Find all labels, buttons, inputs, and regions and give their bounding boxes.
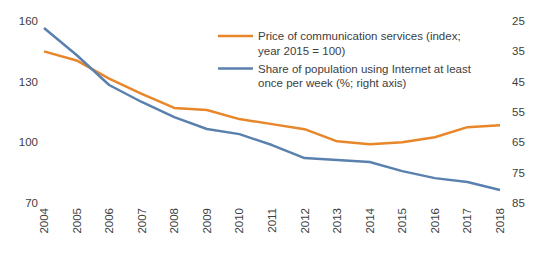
legend-label: Price of communication services (index; … <box>258 30 464 57</box>
legend-line: Share of population using Internet at le… <box>258 63 474 75</box>
y-tick-label: 160 <box>19 15 38 27</box>
x-tick-label: 2018 <box>494 208 506 234</box>
x-tick-label: 2008 <box>168 208 180 234</box>
legend-line: Price of communication services (index; <box>258 30 464 42</box>
y2-tick-label: 45 <box>512 76 525 88</box>
y2-tick-label: 55 <box>512 106 525 118</box>
x-tick-label: 2012 <box>299 208 311 234</box>
y2-tick-label: 25 <box>512 15 525 27</box>
y2-tick-label: 75 <box>512 167 525 179</box>
x-tick-label: 2014 <box>364 207 376 233</box>
chart: 70 100 130 160 25 35 45 55 65 75 85 2004 2005 2006 200… <box>0 0 550 261</box>
x-tick-label: 2016 <box>429 208 441 234</box>
x-tick-label: 2017 <box>461 208 473 234</box>
y2-tick-label: 85 <box>512 197 525 209</box>
x-tick-label: 2005 <box>71 208 83 234</box>
legend-label: Share of population using Internet at le… <box>258 63 474 90</box>
series-line <box>44 28 500 190</box>
x-tick-label: 2010 <box>233 208 245 234</box>
y-tick-label: 70 <box>25 197 38 209</box>
series-line <box>44 51 500 144</box>
legend-line: year 2015 = 100) <box>258 45 345 57</box>
x-tick-label: 2015 <box>396 208 408 234</box>
legend-swatch <box>218 35 253 38</box>
x-tick-label: 2009 <box>201 208 213 234</box>
x-tick-label: 2013 <box>331 208 343 234</box>
plot-area <box>44 28 500 190</box>
y-tick-label: 100 <box>19 136 38 148</box>
x-tick-label: 2007 <box>136 208 148 234</box>
y-tick-label: 130 <box>19 76 38 88</box>
x-tick-label: 2004 <box>38 207 50 233</box>
legend-line: once per week (%; right axis) <box>258 77 406 89</box>
x-tick-label: 2011 <box>266 208 278 233</box>
x-tick-label: 2006 <box>103 208 115 234</box>
y2-tick-label: 35 <box>512 45 525 57</box>
y2-tick-label: 65 <box>512 136 525 148</box>
legend-swatch <box>218 67 253 70</box>
